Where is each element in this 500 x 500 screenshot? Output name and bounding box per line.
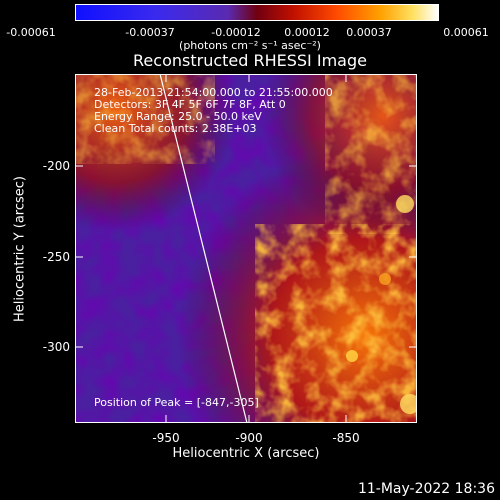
colorbar [75, 4, 439, 21]
colorbar-tick: 0.00012 [284, 26, 330, 39]
colorbar-tick: 0.00061 [443, 26, 489, 39]
colorbar-tick: -0.00012 [211, 26, 261, 39]
colorbar-tick: 0.00037 [346, 26, 392, 39]
detectors-text: Detectors: 3F 4F 5F 6F 7F 8F, Att 0 [94, 98, 286, 111]
solar-limb-line [159, 74, 248, 423]
counts-text: Clean Total counts: 2.38E+03 [94, 122, 257, 135]
x-axis-label: Heliocentric X (arcsec) [172, 446, 320, 461]
x-tick-label: -850 [332, 431, 360, 445]
colorbar-tick: -0.00061 [6, 26, 56, 39]
peak-position-text: Position of Peak = [-847,-305] [94, 396, 259, 409]
x-tick-label: -900 [235, 431, 263, 445]
colorbar-units: (photons cm⁻² s⁻¹ asec⁻²) [179, 39, 321, 52]
y-tick-label: -200 [42, 159, 70, 173]
y-tick-label: -300 [42, 340, 70, 354]
y-tick-label: -250 [42, 250, 70, 264]
time-range-text: 28-Feb-2013 21:54:00.000 to 21:55:00.000 [94, 86, 333, 99]
image-title: Reconstructed RHESSI Image [133, 51, 367, 70]
y-axis-label: Heliocentric Y (arcsec) [12, 176, 28, 322]
rhessi-image [75, 74, 417, 423]
colorbar-tick: -0.00037 [125, 26, 175, 39]
x-tick-label: -950 [152, 431, 180, 445]
footer-date: 11-May-2022 18:36 [357, 481, 495, 497]
energy-range-text: Energy Range: 25.0 - 50.0 keV [94, 110, 262, 123]
